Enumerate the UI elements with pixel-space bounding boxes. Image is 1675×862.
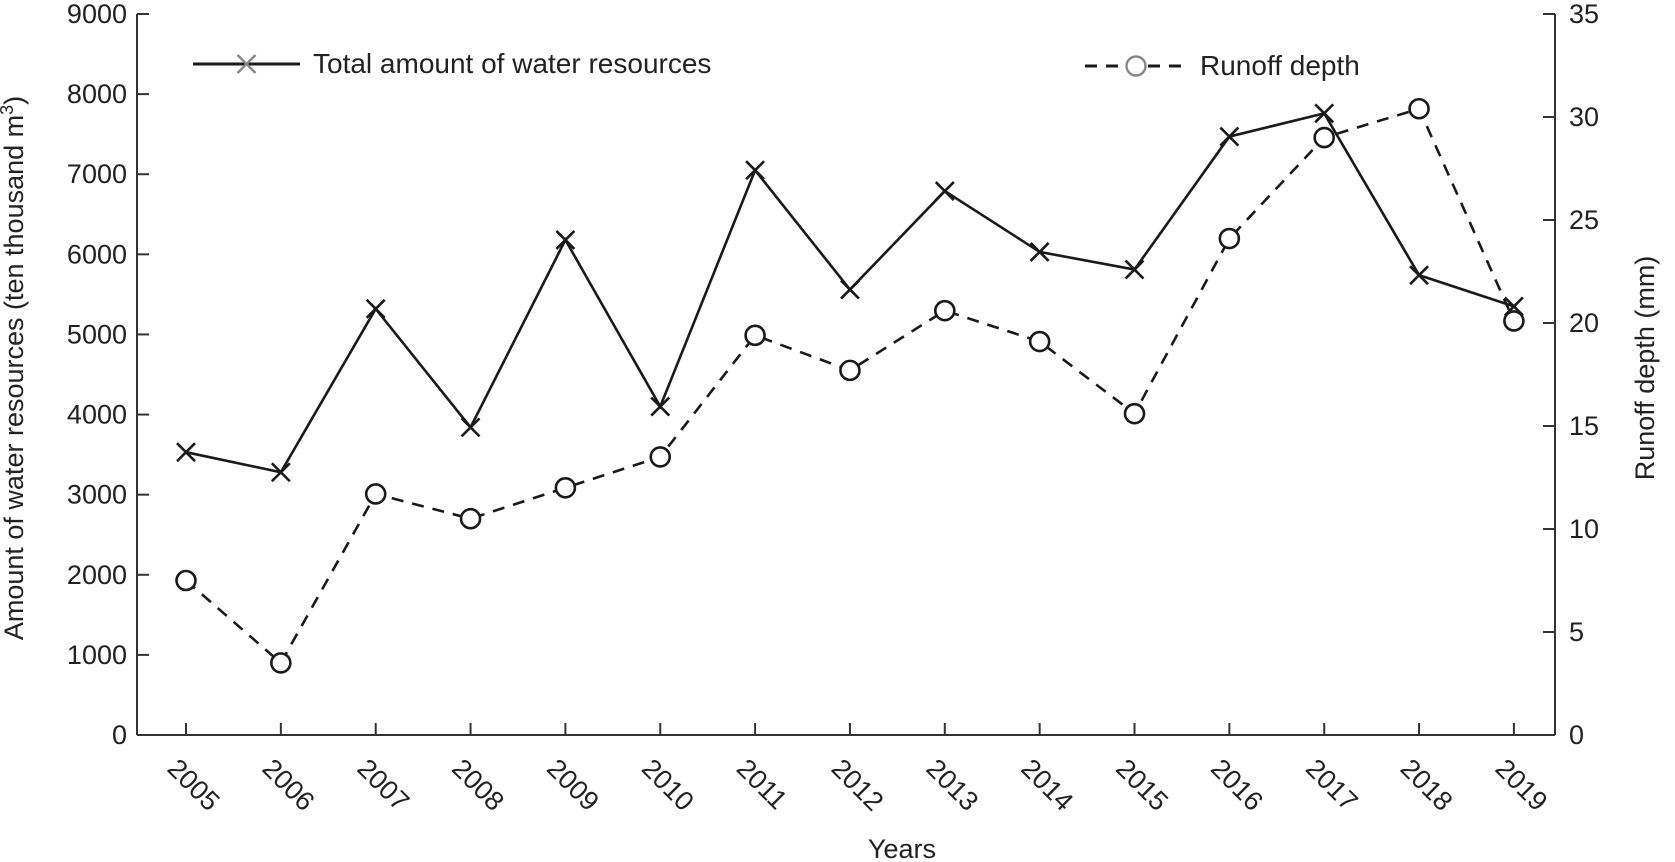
x-tick-label: 2005 bbox=[162, 753, 226, 817]
y-right-tick-label: 0 bbox=[1569, 720, 1584, 750]
y-left-tick-label: 9000 bbox=[67, 0, 127, 29]
data-point-x-marker bbox=[460, 417, 481, 438]
y-axis-left-title-close: ) bbox=[0, 96, 29, 105]
y-right-tick-label: 20 bbox=[1569, 308, 1599, 338]
x-tick-label: 2013 bbox=[921, 753, 985, 817]
x-tick-label: 2010 bbox=[636, 753, 700, 817]
legend-item-total-water: Total amount of water resources bbox=[193, 48, 711, 79]
data-point-circle-marker bbox=[270, 652, 292, 674]
data-point-x-marker bbox=[1409, 265, 1429, 286]
data-point-circle-marker bbox=[364, 483, 387, 505]
y-axis-left-title-superscript: 3 bbox=[0, 105, 17, 115]
y-left-tick-label: 1000 bbox=[67, 640, 127, 670]
y-axis-right-title: Runoff depth (mm) bbox=[1630, 256, 1660, 481]
axes bbox=[136, 14, 1556, 736]
legend-label: Runoff depth bbox=[1200, 50, 1360, 81]
x-tick-label: 2019 bbox=[1490, 753, 1554, 817]
data-point-x-marker bbox=[270, 462, 291, 483]
data-point-x-marker bbox=[650, 396, 671, 417]
data-point-circle-marker bbox=[554, 476, 577, 499]
data-point-x-marker bbox=[1314, 103, 1335, 124]
data-point-circle-marker bbox=[1503, 310, 1525, 332]
ticks: 0 1000 2000 3000 4000 5000 6000 7000 8000 9000 0 5 1… bbox=[67, 0, 1599, 817]
y-left-tick-label: 0 bbox=[112, 720, 127, 750]
y-axis-left-title: Amount of water resources (ten thousand … bbox=[0, 96, 29, 640]
data-point-x-marker bbox=[1219, 126, 1240, 147]
data-point-x-marker bbox=[934, 181, 955, 201]
y-left-tick-label: 5000 bbox=[67, 319, 127, 349]
x-tick-label: 2017 bbox=[1300, 753, 1364, 817]
y-right-tick-label: 30 bbox=[1569, 102, 1599, 132]
data-point-x-marker bbox=[555, 229, 576, 250]
data-point-circle-marker bbox=[1028, 330, 1051, 353]
x-tick-label: 2016 bbox=[1205, 753, 1269, 817]
y-right-tick-label: 15 bbox=[1569, 411, 1599, 441]
x-tick-label: 2006 bbox=[257, 753, 321, 817]
x-tick-label: 2012 bbox=[826, 753, 890, 817]
legend-circle-marker bbox=[1125, 55, 1147, 77]
y-left-tick-label: 8000 bbox=[67, 79, 127, 109]
data-point-x-marker bbox=[745, 160, 766, 181]
data-point-x-marker bbox=[176, 442, 196, 463]
legend-item-runoff-depth: Runoff depth bbox=[1085, 50, 1360, 81]
y-left-tick-label: 6000 bbox=[67, 239, 127, 269]
data-point-circle-marker bbox=[649, 446, 672, 468]
x-axis-title: Years bbox=[868, 834, 936, 862]
series-line-total-water bbox=[185, 111, 1515, 474]
data-point-x-marker bbox=[1029, 242, 1050, 262]
data-point-circle-marker bbox=[1218, 227, 1241, 250]
y-right-tick-label: 25 bbox=[1569, 205, 1599, 235]
data-point-circle-marker bbox=[175, 569, 197, 592]
data-point-circle-marker bbox=[744, 324, 766, 347]
data-point-circle-marker bbox=[459, 507, 482, 530]
y-left-tick-label: 7000 bbox=[67, 159, 127, 189]
data-point-circle-marker bbox=[1313, 126, 1335, 149]
y-left-tick-label: 4000 bbox=[67, 400, 127, 430]
legend-x-marker bbox=[236, 54, 257, 74]
x-tick-label: 2015 bbox=[1110, 753, 1174, 817]
y-right-tick-label: 35 bbox=[1569, 0, 1599, 29]
data-point-circle-marker bbox=[933, 299, 956, 322]
y-right-tick-label: 10 bbox=[1569, 514, 1599, 544]
data-point-x-marker bbox=[365, 298, 386, 319]
x-tick-label: 2014 bbox=[1015, 753, 1079, 817]
data-point-circle-marker bbox=[1408, 97, 1430, 120]
y-left-tick-label: 3000 bbox=[67, 480, 127, 510]
series-lines bbox=[185, 107, 1516, 665]
y-axis-left-title-text: Amount of water resources (ten thousand … bbox=[0, 115, 29, 640]
x-tick-label: 2008 bbox=[446, 753, 510, 817]
x-tick-label: 2007 bbox=[351, 753, 415, 817]
x-tick-label: 2009 bbox=[541, 753, 605, 817]
x-tick-label: 2011 bbox=[731, 753, 793, 815]
markers bbox=[175, 97, 1525, 674]
series-line-runoff-depth bbox=[185, 107, 1516, 665]
y-right-tick-label: 5 bbox=[1569, 617, 1584, 647]
y-left-tick-label: 2000 bbox=[67, 560, 127, 590]
data-point-x-marker bbox=[840, 279, 860, 300]
legend-label: Total amount of water resources bbox=[313, 48, 711, 79]
data-point-circle-marker bbox=[1123, 402, 1146, 425]
data-point-circle-marker bbox=[839, 359, 861, 382]
x-tick-label: 2018 bbox=[1395, 753, 1459, 817]
legend: Total amount of water resources Runoff de… bbox=[193, 48, 1360, 81]
data-point-x-marker bbox=[1124, 259, 1145, 280]
